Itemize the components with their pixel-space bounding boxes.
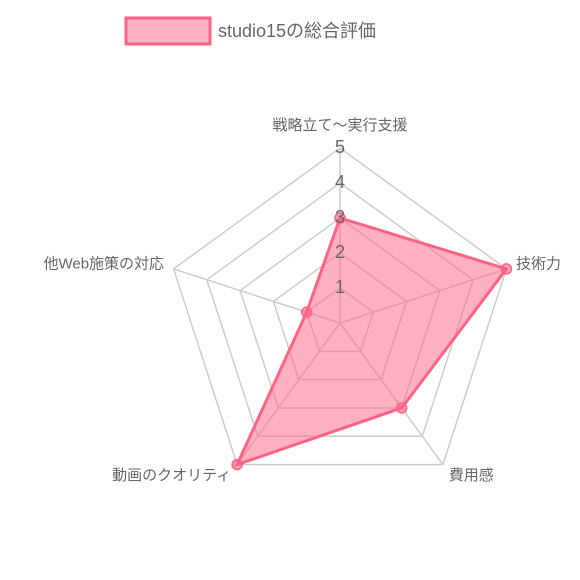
- data-point: [334, 212, 346, 224]
- axis-label: 他Web施策の対応: [43, 256, 164, 273]
- axis-label: 戦略立て〜実行支援: [272, 117, 407, 134]
- series-area: [234, 216, 509, 468]
- data-point: [395, 402, 408, 414]
- r-tick-label: 3: [335, 207, 345, 227]
- axis-label: 動画のクオリティ: [112, 467, 231, 484]
- r-tick-label: 5: [335, 137, 345, 157]
- legend-label: studio15の総合評価: [218, 21, 376, 41]
- axis-label: 費用感: [449, 467, 494, 484]
- r-tick-label: 1: [335, 277, 345, 297]
- legend-swatch: [124, 16, 212, 46]
- r-tick-label: 4: [335, 172, 345, 192]
- grid-ring: [172, 147, 508, 466]
- axis-label: 技術力: [516, 256, 561, 273]
- marks: [231, 212, 513, 471]
- data-point: [300, 306, 313, 318]
- data-point: [231, 458, 243, 471]
- data-point: [500, 263, 513, 275]
- r-tick-label: 2: [335, 242, 345, 262]
